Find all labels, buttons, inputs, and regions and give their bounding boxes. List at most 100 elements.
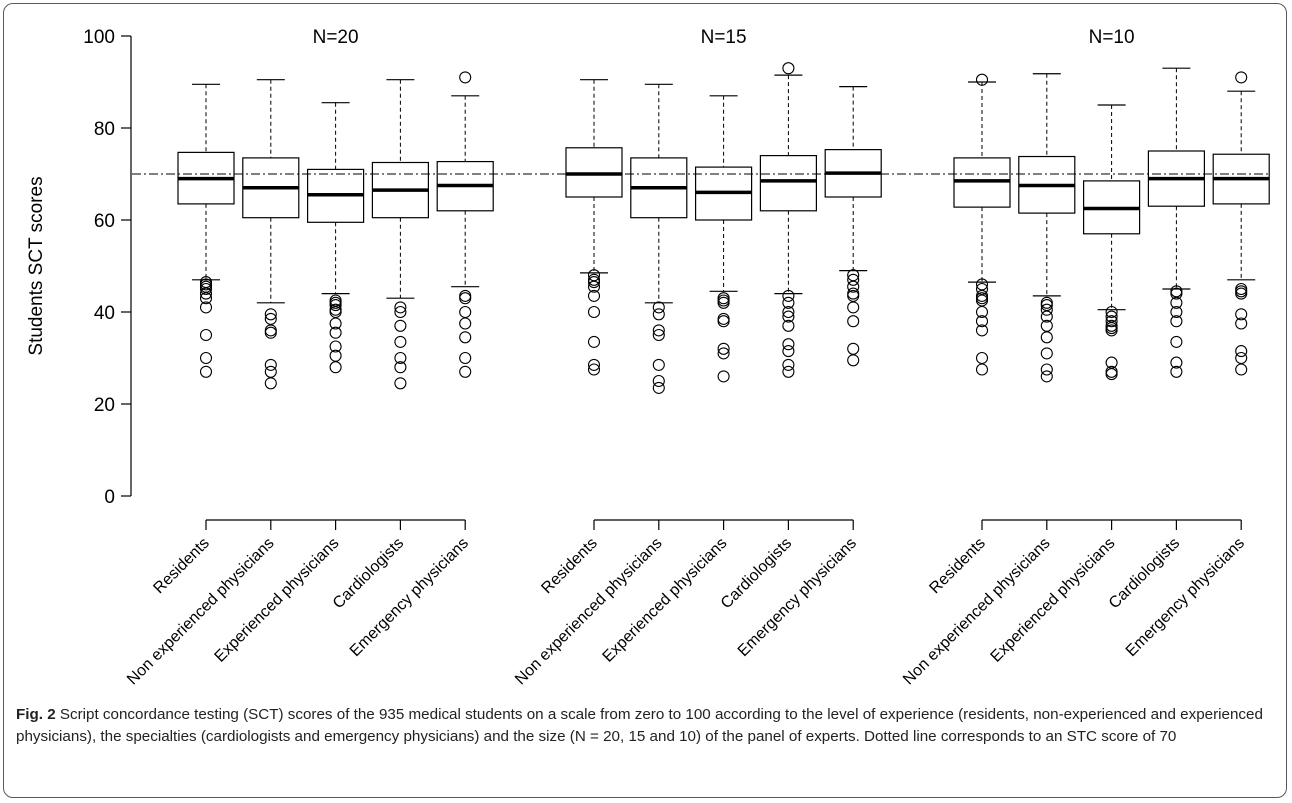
figure-caption: Fig. 2 Script concordance testing (SCT) … [16, 704, 1278, 748]
outlier-point [1235, 317, 1248, 330]
outlier-point [1170, 315, 1183, 328]
outlier-point [782, 296, 795, 309]
outlier-point [782, 310, 795, 323]
outlier-point [587, 276, 601, 289]
outlier-point [394, 305, 407, 319]
panel-title: N=10 [1089, 27, 1135, 48]
outlier-point [1040, 296, 1053, 309]
outlier-point [264, 308, 277, 321]
outlier-point [717, 342, 730, 355]
outlier-point [652, 328, 665, 342]
outlier-point [1170, 335, 1183, 348]
outlier-point [1235, 287, 1248, 300]
outlier-point [652, 324, 665, 337]
outlier-point [199, 287, 213, 300]
outlier-point [1040, 370, 1053, 383]
outlier-point [782, 345, 795, 358]
outlier-point [459, 365, 472, 378]
outlier-point [329, 361, 342, 374]
outlier-point [199, 292, 213, 305]
outlier-point [459, 351, 472, 365]
outlier-point [1235, 351, 1248, 365]
outlier-point [329, 340, 342, 353]
outlier-point [1235, 363, 1248, 376]
outlier-point [652, 358, 665, 371]
outlier-point [847, 315, 860, 328]
panel-title: N=15 [701, 27, 747, 48]
x-tick-label: Experienced physicians [600, 535, 731, 666]
outlier-point [717, 294, 730, 307]
outlier-point [1105, 324, 1118, 337]
outlier-point [1170, 305, 1183, 319]
outlier-point [459, 331, 472, 344]
outlier-point [652, 374, 665, 388]
outlier-point [652, 301, 665, 314]
outlier-point [264, 324, 277, 337]
outlier-point [847, 301, 860, 314]
outlier-point [587, 358, 601, 371]
x-tick-label: Experienced physicians [212, 535, 343, 666]
outlier-point [1235, 285, 1248, 298]
outlier-point [1040, 310, 1053, 323]
outlier-point [587, 289, 601, 302]
outlier-point [782, 358, 795, 371]
outlier-point [199, 328, 213, 342]
outlier-point [329, 299, 342, 312]
y-tick-label: 40 [94, 303, 115, 324]
outlier-point [587, 335, 601, 348]
outlier-point [652, 381, 665, 394]
outlier-point [394, 361, 407, 374]
y-tick-label: 100 [83, 27, 115, 48]
outlier-point [264, 377, 277, 390]
outlier-point [1170, 356, 1183, 369]
outlier-point [847, 287, 860, 300]
outlier-point [1040, 331, 1053, 344]
outlier-point [394, 351, 407, 365]
panel-title: N=20 [313, 27, 359, 48]
outlier-point [587, 363, 601, 376]
outlier-point [199, 351, 213, 365]
x-tick-label: Experienced physicians [988, 535, 1119, 666]
outlier-point [975, 363, 989, 376]
outlier-point [782, 289, 795, 302]
outlier-point [587, 280, 601, 293]
outlier-point [459, 289, 472, 302]
y-axis: 0 20 40 60 80 100 [83, 27, 132, 508]
x-tick-label: Residents [150, 535, 212, 597]
caption-fig-label: Fig. 2 [16, 706, 56, 723]
figure-frame [3, 3, 1287, 798]
outlier-point [1235, 345, 1248, 358]
iqr-box [759, 155, 818, 212]
box-cardiologists: Cardiologists [1106, 67, 1206, 612]
box-cardiologists: Cardiologists [718, 62, 818, 612]
outlier-point [264, 365, 277, 378]
outlier-point [459, 317, 472, 330]
outlier-point [1105, 368, 1118, 381]
outlier-point [199, 301, 213, 314]
outlier-point [847, 280, 860, 293]
outlier-point [1105, 315, 1118, 328]
x-tick-label: Emergency physicians [735, 535, 860, 660]
outlier-point [1040, 363, 1053, 376]
box-cardiologists: Cardiologists [330, 79, 429, 612]
outlier-point [199, 282, 213, 296]
outlier-point [264, 326, 277, 339]
outlier-point [717, 370, 730, 383]
outlier-point [782, 62, 795, 75]
outlier-point [1170, 285, 1183, 298]
y-tick-label: 80 [94, 119, 115, 140]
x-tick-label: Residents [538, 535, 600, 597]
caption-text: Script concordance testing (SCT) scores … [16, 706, 1263, 745]
outlier-point [717, 312, 730, 325]
outlier-point [975, 351, 989, 365]
outlier-point [717, 315, 730, 328]
boxplot-chart: 0 20 40 60 80 100 Students SCT scores N=20 Res… [26, 27, 1270, 688]
outlier-point [717, 296, 730, 309]
box-residents: Residents [926, 73, 1011, 597]
outlier-point [394, 377, 407, 390]
outlier-point [975, 315, 989, 328]
